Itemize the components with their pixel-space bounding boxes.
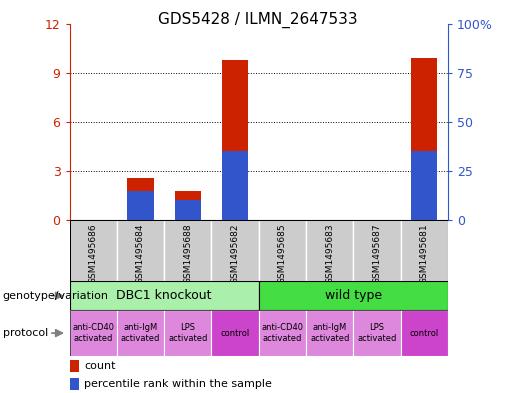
Bar [259,281,448,310]
Text: GSM1495681: GSM1495681 [420,223,429,284]
Text: anti-CD40
activated: anti-CD40 activated [262,323,303,343]
Bar [222,151,248,220]
Text: count: count [84,362,116,371]
Bar [306,310,353,356]
Text: GSM1495685: GSM1495685 [278,223,287,284]
Bar [117,310,164,356]
Bar [212,310,259,356]
Text: GSM1495688: GSM1495688 [183,223,192,284]
Bar [70,220,117,281]
Bar [128,178,153,220]
Bar [175,200,201,220]
Text: DBC1 knockout: DBC1 knockout [116,289,212,302]
Bar [70,378,79,390]
Text: GSM1495682: GSM1495682 [231,223,239,284]
Bar [306,220,353,281]
Bar [401,310,448,356]
Text: protocol: protocol [3,328,48,338]
Bar [411,58,437,220]
Text: anti-IgM
activated: anti-IgM activated [121,323,160,343]
Bar [175,191,201,220]
Bar [353,220,401,281]
Text: anti-IgM
activated: anti-IgM activated [310,323,350,343]
Bar [212,220,259,281]
Bar [70,360,79,373]
Bar [259,310,306,356]
Bar [164,220,212,281]
Bar [70,310,117,356]
Bar [259,220,306,281]
Text: genotype/variation: genotype/variation [3,291,109,301]
Bar [164,310,212,356]
Bar [411,151,437,220]
Text: GSM1495687: GSM1495687 [372,223,382,284]
Bar [401,220,448,281]
Bar [70,281,259,310]
Text: control: control [220,329,250,338]
Text: wild type: wild type [325,289,382,302]
Text: GSM1495684: GSM1495684 [136,223,145,284]
Bar [222,60,248,220]
Text: GSM1495683: GSM1495683 [325,223,334,284]
Bar [117,220,164,281]
Text: control: control [410,329,439,338]
Text: percentile rank within the sample: percentile rank within the sample [84,379,272,389]
Text: GDS5428 / ILMN_2647533: GDS5428 / ILMN_2647533 [158,12,357,28]
Text: GSM1495686: GSM1495686 [89,223,98,284]
Bar [353,310,401,356]
Text: anti-CD40
activated: anti-CD40 activated [72,323,114,343]
Text: LPS
activated: LPS activated [357,323,397,343]
Bar [128,191,153,220]
Text: LPS
activated: LPS activated [168,323,208,343]
